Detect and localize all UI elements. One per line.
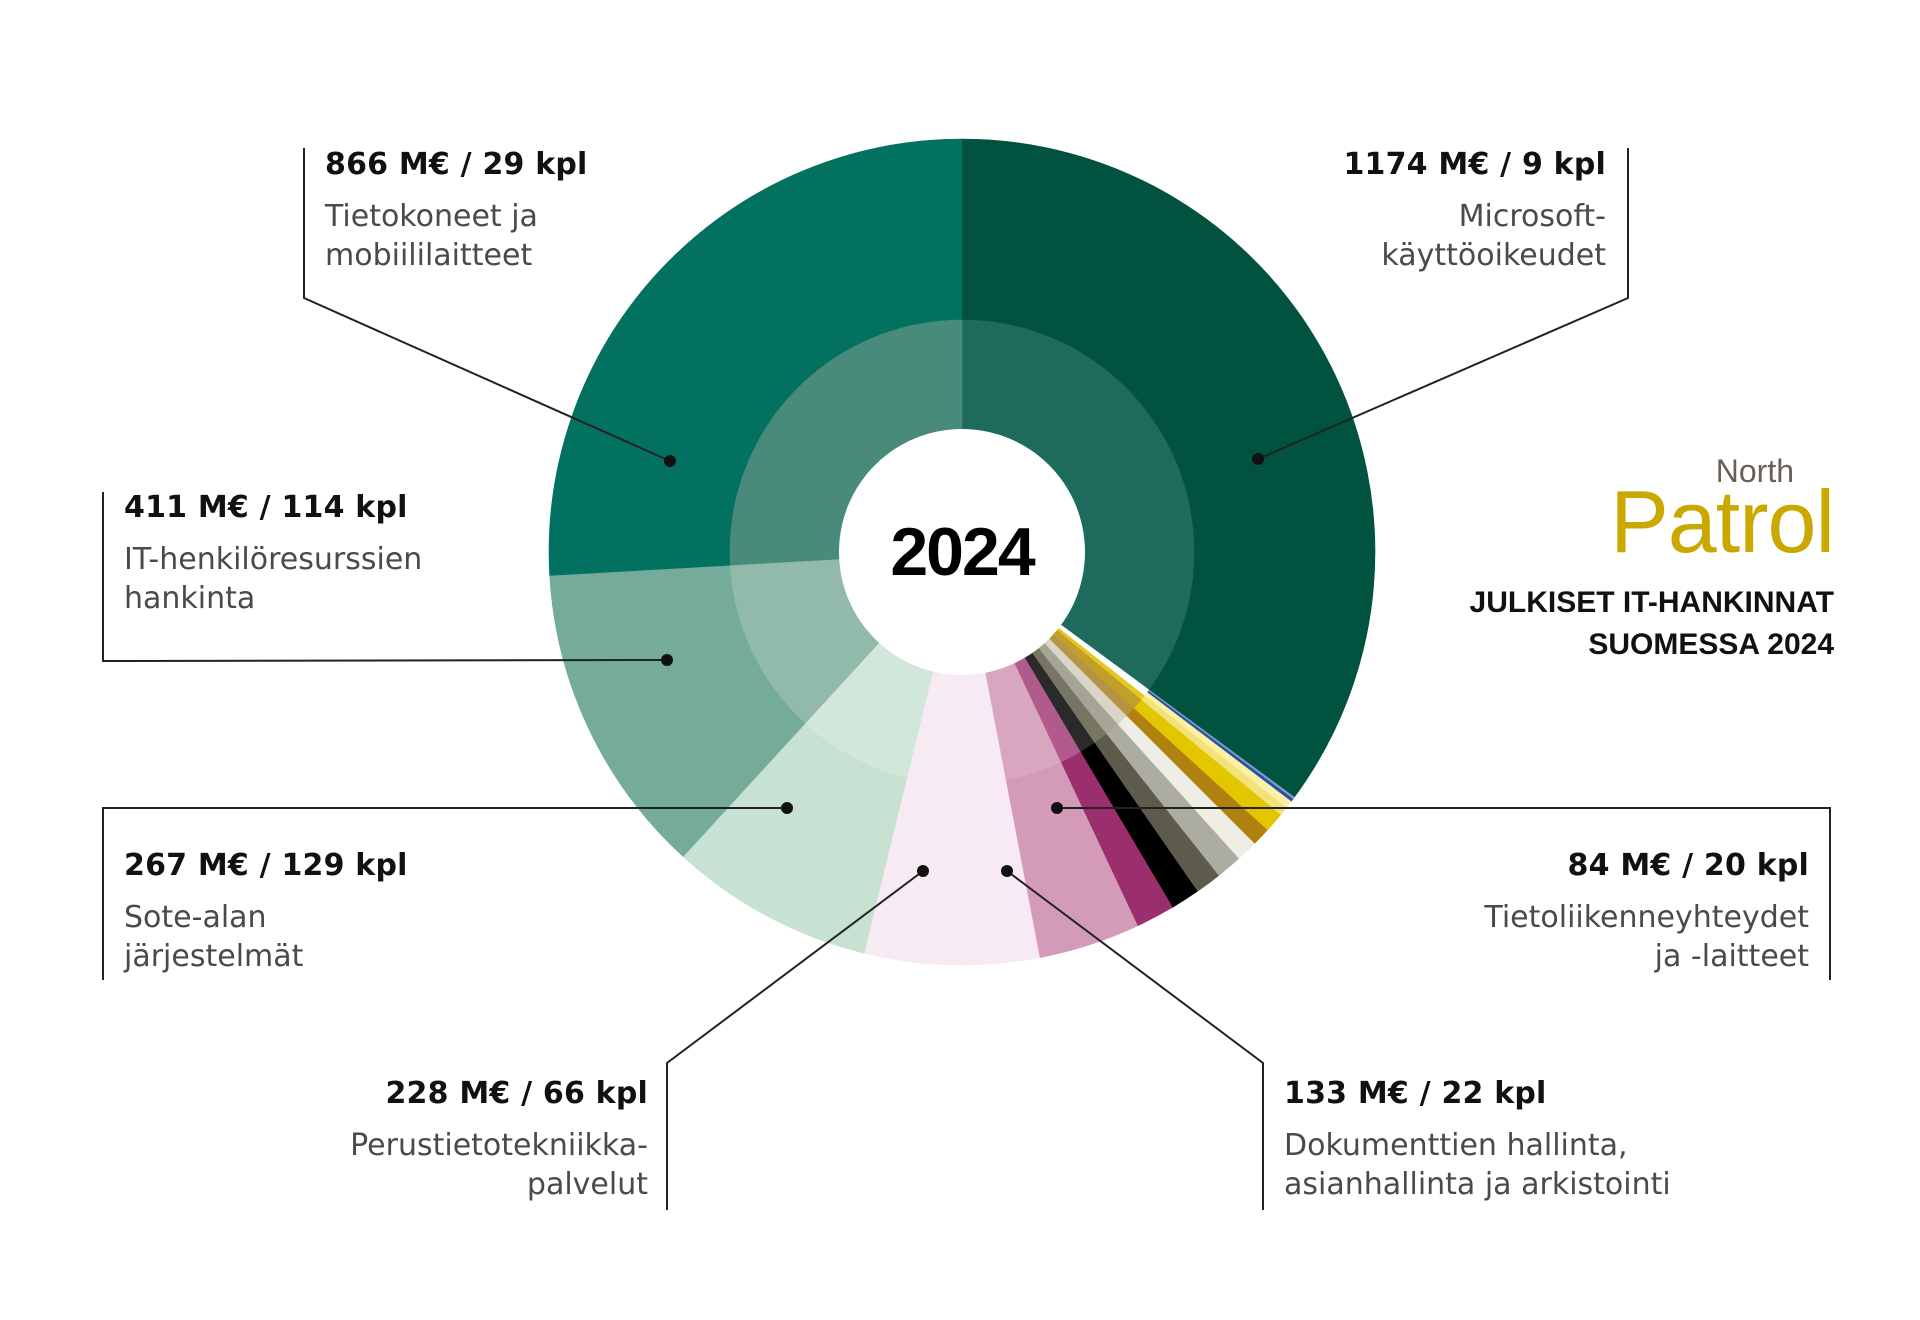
label-dokumentti-value: 133 M€ / 22 kpl — [1284, 1076, 1547, 1111]
label-microsoft-category: Microsoft- käyttöoikeudet — [1381, 199, 1606, 273]
label-tietoliikenne-category: Tietoliikenneyhteydet ja -laitteet — [1484, 900, 1809, 974]
north-patrol-logo: North Patrol — [1610, 453, 1835, 571]
label-perustieto: 228 M€ / 66 kpl Perustietotekniikka- pal… — [350, 1075, 648, 1204]
inner-ring — [729, 319, 1195, 785]
dot-microsoft — [1252, 453, 1264, 465]
dot-dokumentti — [1001, 865, 1013, 877]
headline: JULKISET IT-HANKINNAT SUOMESSA 2024 — [1469, 586, 1834, 661]
label-microsoft: 1174 M€ / 9 kpl Microsoft- käyttöoikeude… — [1343, 146, 1606, 275]
label-it-henkilo-value: 411 M€ / 114 kpl — [124, 490, 408, 525]
leader-it-henkilo — [102, 492, 668, 663]
outer-ring — [548, 138, 1376, 966]
leader-lines — [102, 148, 1831, 1210]
dot-it-henkilo — [661, 654, 673, 666]
label-dokumentti: 133 M€ / 22 kpl Dokumenttien hallinta, a… — [1284, 1075, 1671, 1204]
dot-sote — [781, 802, 793, 814]
dot-tietoliikenne — [1051, 802, 1063, 814]
logo-north-text: North — [1715, 453, 1794, 489]
leader-sote — [102, 807, 787, 980]
label-tietoliikenne: 84 M€ / 20 kpl Tietoliikenneyhteydet ja … — [1484, 847, 1809, 976]
leader-dokumentti — [1006, 870, 1264, 1210]
center-year-label: 2024 — [890, 514, 1035, 590]
logo-patrol-text: Patrol — [1610, 472, 1835, 571]
leader-microsoft — [1257, 148, 1629, 460]
center-hole — [839, 429, 1085, 675]
label-tietoliikenne-value: 84 M€ / 20 kpl — [1567, 848, 1809, 883]
label-perustieto-value: 228 M€ / 66 kpl — [385, 1076, 648, 1111]
label-sote-category: Sote-alan järjestelmät — [124, 900, 304, 974]
label-tietokoneet-category: Tietokoneet ja mobiililaitteet — [325, 199, 538, 273]
label-tietokoneet-value: 866 M€ / 29 kpl — [325, 147, 588, 182]
label-tietokoneet: 866 M€ / 29 kpl Tietokoneet ja mobiilila… — [325, 146, 588, 275]
leader-tietoliikenne — [1057, 807, 1831, 980]
dot-tietokoneet — [664, 455, 676, 467]
label-it-henkilo: 411 M€ / 114 kpl IT-henkilöresurssien ha… — [124, 489, 422, 618]
label-perustieto-category: Perustietotekniikka- palvelut — [350, 1128, 648, 1202]
dot-perustieto — [917, 865, 929, 877]
label-microsoft-value: 1174 M€ / 9 kpl — [1343, 147, 1606, 182]
label-sote-value: 267 M€ / 129 kpl — [124, 848, 408, 883]
leader-dots — [661, 453, 1264, 877]
label-it-henkilo-category: IT-henkilöresurssien hankinta — [124, 542, 423, 616]
leader-perustieto — [666, 870, 924, 1210]
label-dokumentti-category: Dokumenttien hallinta, asianhallinta ja … — [1284, 1128, 1671, 1202]
label-sote: 267 M€ / 129 kpl Sote-alan järjestelmät — [124, 847, 408, 976]
leader-tietokoneet — [303, 148, 671, 462]
